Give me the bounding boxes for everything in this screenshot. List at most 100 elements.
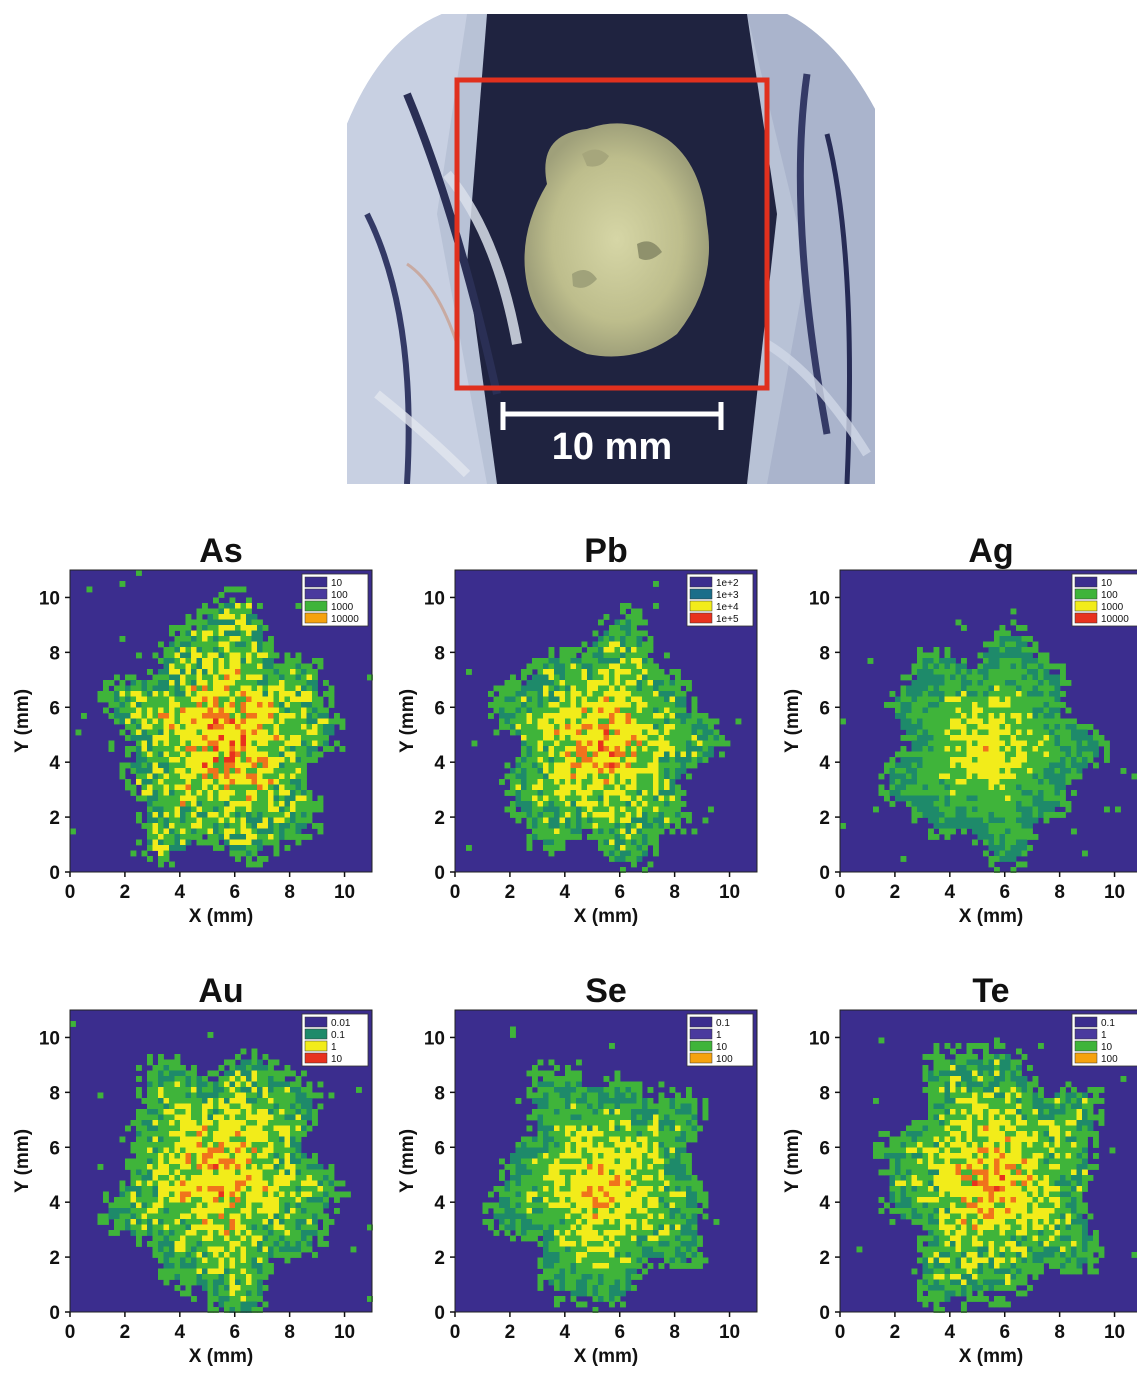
heatmap-cell [125, 724, 131, 730]
heatmap-cell [235, 1164, 241, 1170]
heatmap-cell [1033, 796, 1039, 802]
heatmap-cell [213, 647, 219, 653]
heatmap-cell [532, 807, 538, 813]
heatmap-cell [604, 702, 610, 708]
heatmap-cell [246, 1065, 252, 1071]
heatmap-cell [301, 801, 307, 807]
heatmap-cell [296, 719, 302, 725]
heatmap-cell [626, 818, 632, 824]
heatmap-cell [136, 691, 142, 697]
heatmap-cell [901, 724, 907, 730]
heatmap-cell [703, 724, 709, 730]
heatmap-cell [120, 581, 126, 587]
heatmap-cell [923, 779, 929, 785]
heatmap-cell [549, 708, 555, 714]
heatmap-cell [1027, 691, 1033, 697]
heatmap-cell [219, 741, 225, 747]
heatmap-cell [1016, 801, 1022, 807]
heatmap-cell [230, 1208, 236, 1214]
heatmap-cell [576, 719, 582, 725]
heatmap-cell [197, 1175, 203, 1181]
heatmap-cell [235, 823, 241, 829]
heatmap-cell [219, 636, 225, 642]
heatmap-cell [703, 818, 709, 824]
heatmap-cell [945, 680, 951, 686]
heatmap-cell [257, 620, 263, 626]
heatmap-cell [1049, 675, 1055, 681]
heatmap-cell [241, 774, 247, 780]
heatmap-cell [180, 1219, 186, 1225]
heatmap-cell [648, 642, 654, 648]
heatmap-cell [989, 746, 995, 752]
heatmap-cell [549, 851, 555, 857]
heatmap-cell [235, 708, 241, 714]
heatmap-cell [224, 669, 230, 675]
heatmap-cell [120, 680, 126, 686]
heatmap-cell [164, 763, 170, 769]
heatmap-cell [197, 1148, 203, 1154]
heatmap-cell [153, 1126, 159, 1132]
heatmap-cell [147, 823, 153, 829]
heatmap-cell [587, 818, 593, 824]
heatmap-cell [598, 620, 604, 626]
heatmap-cell [664, 680, 670, 686]
heatmap-cell [268, 697, 274, 703]
heatmap-cell [252, 1153, 258, 1159]
heatmap-cell [202, 1274, 208, 1280]
heatmap-cell [560, 658, 566, 664]
heatmap-cell [587, 647, 593, 653]
heatmap-cell [103, 686, 109, 692]
heatmap-cell [637, 647, 643, 653]
heatmap-cell [169, 1120, 175, 1126]
heatmap-cell [664, 691, 670, 697]
heatmap-cell [246, 790, 252, 796]
heatmap-cell [681, 741, 687, 747]
heatmap-cell [664, 708, 670, 714]
heatmap-cell [153, 757, 159, 763]
heatmap-cell [208, 1131, 214, 1137]
heatmap-cell [1022, 796, 1028, 802]
heatmap-cell [213, 1258, 219, 1264]
heatmap-cell [1038, 691, 1044, 697]
heatmap-cell [681, 708, 687, 714]
heatmap-cell [1077, 752, 1083, 758]
heatmap-cell [1011, 653, 1017, 659]
heatmap-cell [659, 790, 665, 796]
heatmap-cell [246, 631, 252, 637]
heatmap-cell [1055, 735, 1061, 741]
heatmap-cell [538, 818, 544, 824]
heatmap-cell [318, 807, 324, 813]
heatmap-cell [147, 779, 153, 785]
heatmap-cell [136, 735, 142, 741]
heatmap-cell [186, 1170, 192, 1176]
heatmap-cell [274, 1098, 280, 1104]
x-tick-label: 6 [999, 882, 1010, 903]
heatmap-cell [230, 609, 236, 615]
heatmap-cell [494, 708, 500, 714]
heatmap-cell [197, 752, 203, 758]
heatmap-cell [213, 1269, 219, 1275]
heatmap-title: Au [198, 972, 243, 1010]
heatmap-cell [626, 801, 632, 807]
heatmap-cell [648, 763, 654, 769]
heatmap-cell [609, 801, 615, 807]
heatmap-cell [521, 796, 527, 802]
heatmap-cell [620, 636, 626, 642]
heatmap-cell [268, 1236, 274, 1242]
heatmap-cell [213, 818, 219, 824]
heatmap-cell [604, 642, 610, 648]
heatmap-cell [164, 697, 170, 703]
heatmap-cell [906, 719, 912, 725]
y-tick-label: 10 [39, 588, 60, 609]
heatmap-cell [153, 1186, 159, 1192]
heatmap-cell [1022, 807, 1028, 813]
heatmap-cell [213, 823, 219, 829]
heatmap-cell [648, 746, 654, 752]
heatmap-cell [224, 840, 230, 846]
heatmap-cell [279, 713, 285, 719]
heatmap-cell [1066, 752, 1072, 758]
heatmap-cell [219, 735, 225, 741]
heatmap-cell [257, 1291, 263, 1297]
heatmap-cell [1060, 763, 1066, 769]
heatmap-cell [609, 774, 615, 780]
